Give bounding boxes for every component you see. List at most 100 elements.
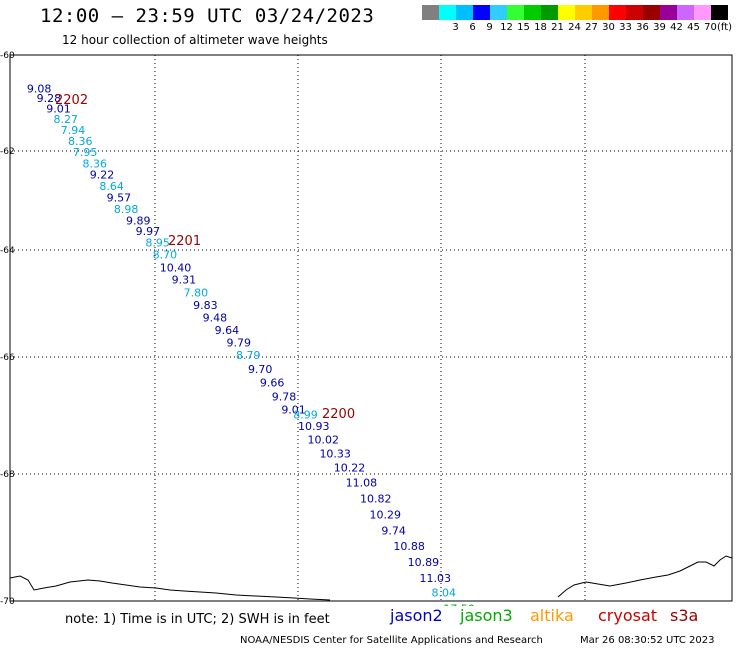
pass-label-layer: 2202 2201 2200 [55,93,355,422]
wave-height-value: 8.98 [114,203,138,216]
pass-label: 2201 [168,234,201,249]
wave-height-value: 7.95 [73,146,98,159]
color-swatch-label: 36 [636,22,649,33]
color-swatch [541,5,558,20]
lat-tick-label: -64 [0,246,15,256]
colorbar-unit: (ft) [717,22,733,33]
wave-height-value: 17.50 [443,602,475,606]
legend-altika: altika [530,606,574,625]
map-frame [9,54,733,602]
wave-height-value: 10.33 [319,448,351,461]
observation-layer: 9.089.289.018.277.948.367.958.369.228.64… [27,82,475,606]
wave-height-value: 10.02 [308,434,340,447]
lat-tick-label: -62 [0,147,15,157]
pass-label: 2200 [322,407,355,422]
color-swatch-label: 30 [602,22,615,33]
wave-height-value: 9.70 [248,363,273,376]
wave-height-value: 8.95 [145,237,170,250]
color-swatch-label: 39 [653,22,666,33]
wave-height-value: 9.74 [381,524,406,537]
color-swatch [439,5,456,20]
color-swatch-label: 21 [551,22,564,33]
color-swatch-label: 45 [687,22,700,33]
color-swatch [558,5,575,20]
wave-height-value: 9.97 [136,225,161,238]
wave-height-value: 10.22 [334,462,366,475]
wave-height-value: 9.64 [215,324,240,337]
color-swatch [609,5,626,20]
wave-height-value: 9.28 [37,92,62,105]
color-swatch-label: 6 [469,22,476,33]
color-swatch [677,5,694,20]
wave-height-value: 9.89 [126,214,151,227]
color-swatch [473,5,490,20]
wave-height-value: 8.99 [293,408,318,421]
wave-height-value: 9.22 [90,169,115,182]
wave-height-value: 9.01 [281,404,306,417]
lat-tick-label: -70 [0,597,15,606]
color-swatch-label: 15 [517,22,530,33]
color-swatch [575,5,592,20]
color-swatch-label: 12 [500,22,513,33]
pass-label: 2202 [55,93,88,108]
lat-tick-label: -60 [0,51,15,61]
color-swatch [456,5,473,20]
wave-height-value: 8.36 [83,157,108,170]
wave-height-value: 8.79 [236,349,260,362]
generated-timestamp: Mar 26 08:30:52 UTC 2023 [580,635,715,646]
color-swatch-label: 9 [486,22,493,33]
wave-height-value: 9.31 [172,274,197,287]
wave-height-value: 8.70 [153,249,178,262]
wave-height-value: 8.36 [68,135,93,148]
legend-cryosat: cryosat [598,606,658,625]
wave-height-value: 11.03 [420,572,452,585]
wave-height-value: 7.80 [184,287,209,300]
page-title: 12:00 – 23:59 UTC 03/24/2023 [40,5,375,27]
color-swatch [507,5,524,20]
color-swatch-label: 42 [670,22,683,33]
agency-credit: NOAA/NESDIS Center for Satellite Applica… [240,635,543,646]
page-subtitle: 12 hour collection of altimeter wave hei… [62,33,328,47]
wave-height-value: 9.66 [260,376,285,389]
wave-height-value: 9.79 [227,336,252,349]
wave-height-value: 9.78 [272,390,297,403]
legend-jason2: jason2 [390,606,443,625]
wave-height-value: 9.48 [203,312,228,325]
wave-height-value: 11.08 [346,477,378,490]
color-swatch [711,5,728,20]
color-swatch-label: 18 [534,22,547,33]
wave-height-value: 9.08 [27,82,51,95]
color-swatch [524,5,541,20]
lat-tick-label: -68 [0,470,15,480]
color-swatch [422,5,439,20]
color-swatch-label: 33 [619,22,632,33]
color-swatch [490,5,507,20]
color-swatch-label: 70 [704,22,717,33]
color-swatch [643,5,660,20]
wave-height-value: 9.57 [107,191,131,204]
wave-height-value: 8.04 [431,587,456,600]
wave-height-value: 10.88 [393,540,425,553]
wave-height-value: 8.64 [99,180,124,193]
legend-jason3: jason3 [460,606,513,625]
wave-height-value: 10.29 [370,508,402,521]
footnote: note: 1) Time is in UTC; 2) SWH is in fe… [65,612,330,627]
color-swatch [592,5,609,20]
legend-s3a: s3a [670,606,699,625]
wave-height-value: 10.82 [360,493,392,506]
wave-height-value: 9.01 [46,103,71,116]
wave-height-value: 10.93 [298,420,330,433]
color-swatch [660,5,677,20]
wave-height-value: 10.89 [408,556,440,569]
color-swatch-label: 24 [568,22,581,33]
color-swatch [694,5,711,20]
lat-tick-label: -66 [0,353,15,363]
coastline [9,555,733,601]
wave-height-value: 9.83 [193,299,218,312]
wave-height-value: 7.94 [61,124,86,137]
color-swatch [626,5,643,20]
wave-height-value: 8.27 [54,113,79,126]
wave-height-value: 10.40 [160,261,192,274]
